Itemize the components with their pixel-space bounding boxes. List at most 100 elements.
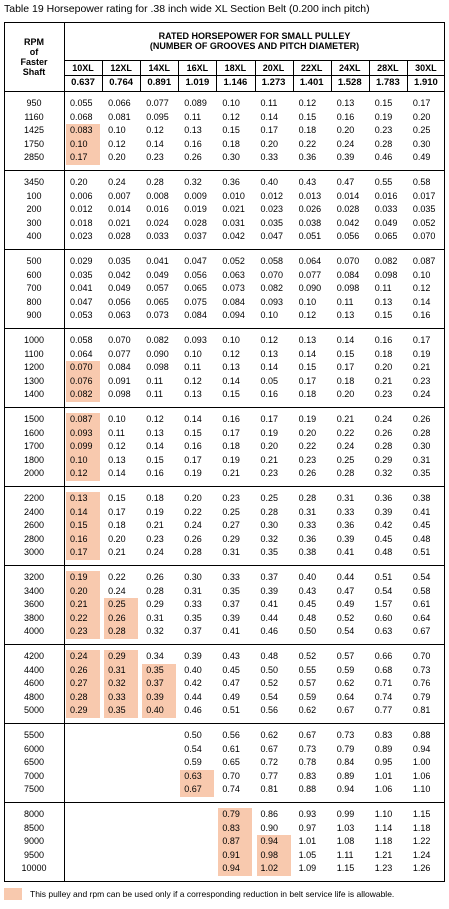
hp-value: 0.26	[184, 152, 202, 162]
shaded-cell	[66, 677, 101, 691]
column-name: 28XL	[377, 62, 399, 73]
hp-value: 0.39	[374, 506, 393, 517]
rule	[4, 22, 445, 23]
hp-value: 0.23	[146, 152, 164, 162]
hp-value: 0.59	[184, 757, 202, 767]
rule	[406, 60, 408, 91]
hp-value: 0.16	[222, 414, 240, 424]
hp-value: 0.014	[336, 190, 360, 201]
hp-value: 0.35	[184, 612, 202, 623]
hp-value: 0.023	[70, 231, 93, 241]
rule	[4, 328, 445, 329]
hp-value: 1.05	[298, 849, 317, 860]
hp-value: 0.28	[374, 441, 393, 451]
hp-value: 0.17	[70, 152, 88, 162]
hp-value: 0.20	[184, 493, 202, 503]
column-name: 10XL	[72, 62, 94, 73]
hp-value: 0.20	[260, 138, 279, 149]
hp-value: 0.46	[260, 626, 279, 636]
hp-value: 0.67	[298, 730, 317, 740]
hp-value: 0.15	[146, 454, 164, 465]
hp-value: 0.19	[184, 468, 202, 478]
rule	[368, 60, 370, 91]
hp-value: 0.29	[70, 705, 88, 715]
hp-value: 0.48	[412, 533, 431, 544]
hp-value: 0.21	[260, 454, 279, 465]
hp-value: 0.12	[108, 441, 126, 451]
shaded-cell	[66, 388, 101, 402]
hp-value: 0.093	[260, 296, 284, 307]
hp-value: 0.037	[184, 231, 207, 241]
hp-value: 0.10	[222, 98, 240, 108]
shaded-cell	[180, 783, 215, 797]
hp-value: 0.11	[146, 389, 164, 399]
hp-value: 0.59	[298, 691, 317, 702]
hp-value: 0.71	[374, 678, 393, 688]
rpm: 600	[26, 269, 42, 280]
hp-value: 0.48	[298, 612, 317, 623]
hp-value: 1.08	[336, 836, 355, 846]
hp-value: 0.098	[108, 389, 131, 399]
hp-value: 0.70	[412, 651, 431, 661]
hp-value: 0.41	[260, 599, 279, 609]
hp-value: 0.61	[222, 743, 240, 754]
hp-value: 0.10	[184, 348, 202, 359]
hp-value: 0.098	[336, 283, 360, 293]
hp-value: 0.035	[260, 217, 284, 228]
column-name: 18XL	[224, 62, 247, 73]
shaded-cell	[218, 862, 253, 876]
hp-value: 0.049	[108, 283, 131, 293]
hp-value: 0.36	[298, 533, 317, 544]
hp-value: 0.20	[108, 152, 126, 162]
rpm: 10000	[21, 863, 47, 873]
hp-value: 0.13	[184, 389, 202, 399]
hp-value: 0.50	[184, 730, 202, 740]
hp-value: 0.017	[412, 190, 436, 201]
hp-value: 0.055	[70, 98, 93, 108]
rpm: 2000	[23, 468, 45, 478]
hp-value: 0.94	[412, 743, 431, 754]
shaded-cell	[142, 677, 177, 691]
hp-value: 0.31	[298, 506, 317, 517]
hp-value: 0.019	[184, 204, 207, 214]
shaded-cell	[66, 690, 101, 705]
hp-value: 0.10	[108, 414, 126, 424]
rule	[4, 407, 445, 408]
hp-value: 0.36	[374, 493, 393, 503]
hp-value: 0.042	[336, 217, 360, 228]
rpm: 5000	[23, 705, 45, 715]
hp-value: 0.031	[222, 217, 245, 228]
rule	[4, 22, 5, 882]
hp-value: 0.18	[298, 125, 317, 135]
hp-value: 0.41	[222, 626, 240, 636]
hp-value: 0.36	[222, 177, 240, 187]
hp-value: 0.25	[222, 506, 240, 517]
hp-value: 0.59	[336, 664, 355, 675]
pitch-diameter: 1.019	[185, 77, 210, 88]
hp-value: 0.51	[374, 572, 393, 582]
hp-value: 0.17	[222, 427, 240, 438]
rpm: 3450	[23, 177, 45, 187]
hp-value: 0.40	[184, 664, 202, 675]
hp-value: 0.033	[374, 204, 398, 214]
hp-value: 0.94	[260, 836, 279, 846]
hp-value: 0.87	[222, 836, 240, 846]
hp-value: 0.094	[222, 310, 245, 320]
hp-value: 0.21	[70, 599, 88, 609]
rpm: 4000	[23, 626, 45, 636]
hp-value: 0.22	[336, 427, 355, 438]
hp-value: 0.93	[298, 809, 317, 819]
shaded-cell	[66, 611, 101, 626]
rule	[292, 60, 294, 91]
hp-value: 0.73	[412, 664, 431, 675]
hp-value: 0.15	[336, 348, 355, 359]
shaded-cell	[104, 625, 139, 639]
hp-value: 0.047	[260, 231, 284, 241]
hp-value: 0.20	[336, 125, 355, 135]
hp-value: 0.090	[298, 283, 322, 293]
hp-value: 0.42	[184, 678, 202, 688]
hp-value: 0.26	[108, 612, 126, 623]
hp-value: 0.073	[146, 310, 169, 320]
hp-value: 0.21	[146, 520, 164, 530]
hp-value: 0.54	[184, 743, 202, 754]
